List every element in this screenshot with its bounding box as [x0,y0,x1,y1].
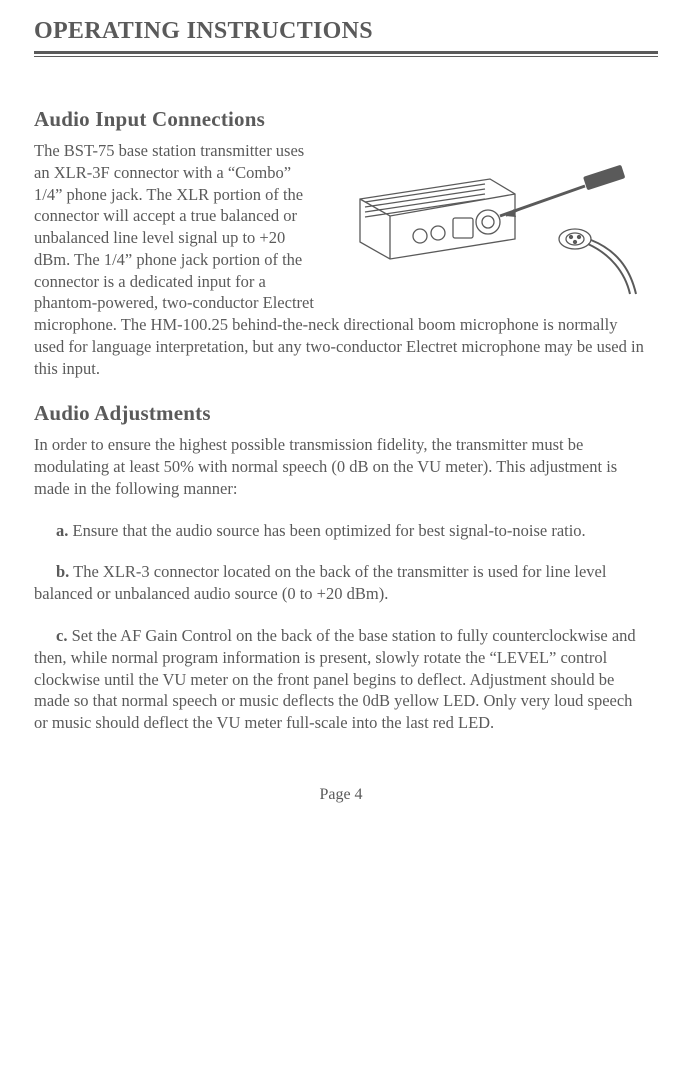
page-title: OPERATING INSTRUCTIONS [34,18,648,45]
step-c: c. Set the AF Gain Control on the back o… [34,625,648,734]
step-b-label: b. [56,562,69,581]
transmitter-figure [330,144,660,299]
step-b: b. The XLR-3 connector located on the ba… [34,561,648,605]
step-a-label: a. [56,521,68,540]
step-a-text: Ensure that the audio source has been op… [68,521,585,540]
step-a: a. Ensure that the audio source has been… [34,520,648,542]
step-c-text: Set the AF Gain Control on the back of t… [34,626,636,732]
step-b-text: The XLR-3 connector located on the back … [34,562,606,603]
step-c-label: c. [56,626,67,645]
header-rules [34,51,658,57]
section2-intro: In order to ensure the highest possible … [34,434,648,499]
section-heading-audio-input: Audio Input Connections [34,107,648,132]
page-number: Page 4 [34,786,648,804]
section-heading-audio-adjustments: Audio Adjustments [34,401,648,426]
